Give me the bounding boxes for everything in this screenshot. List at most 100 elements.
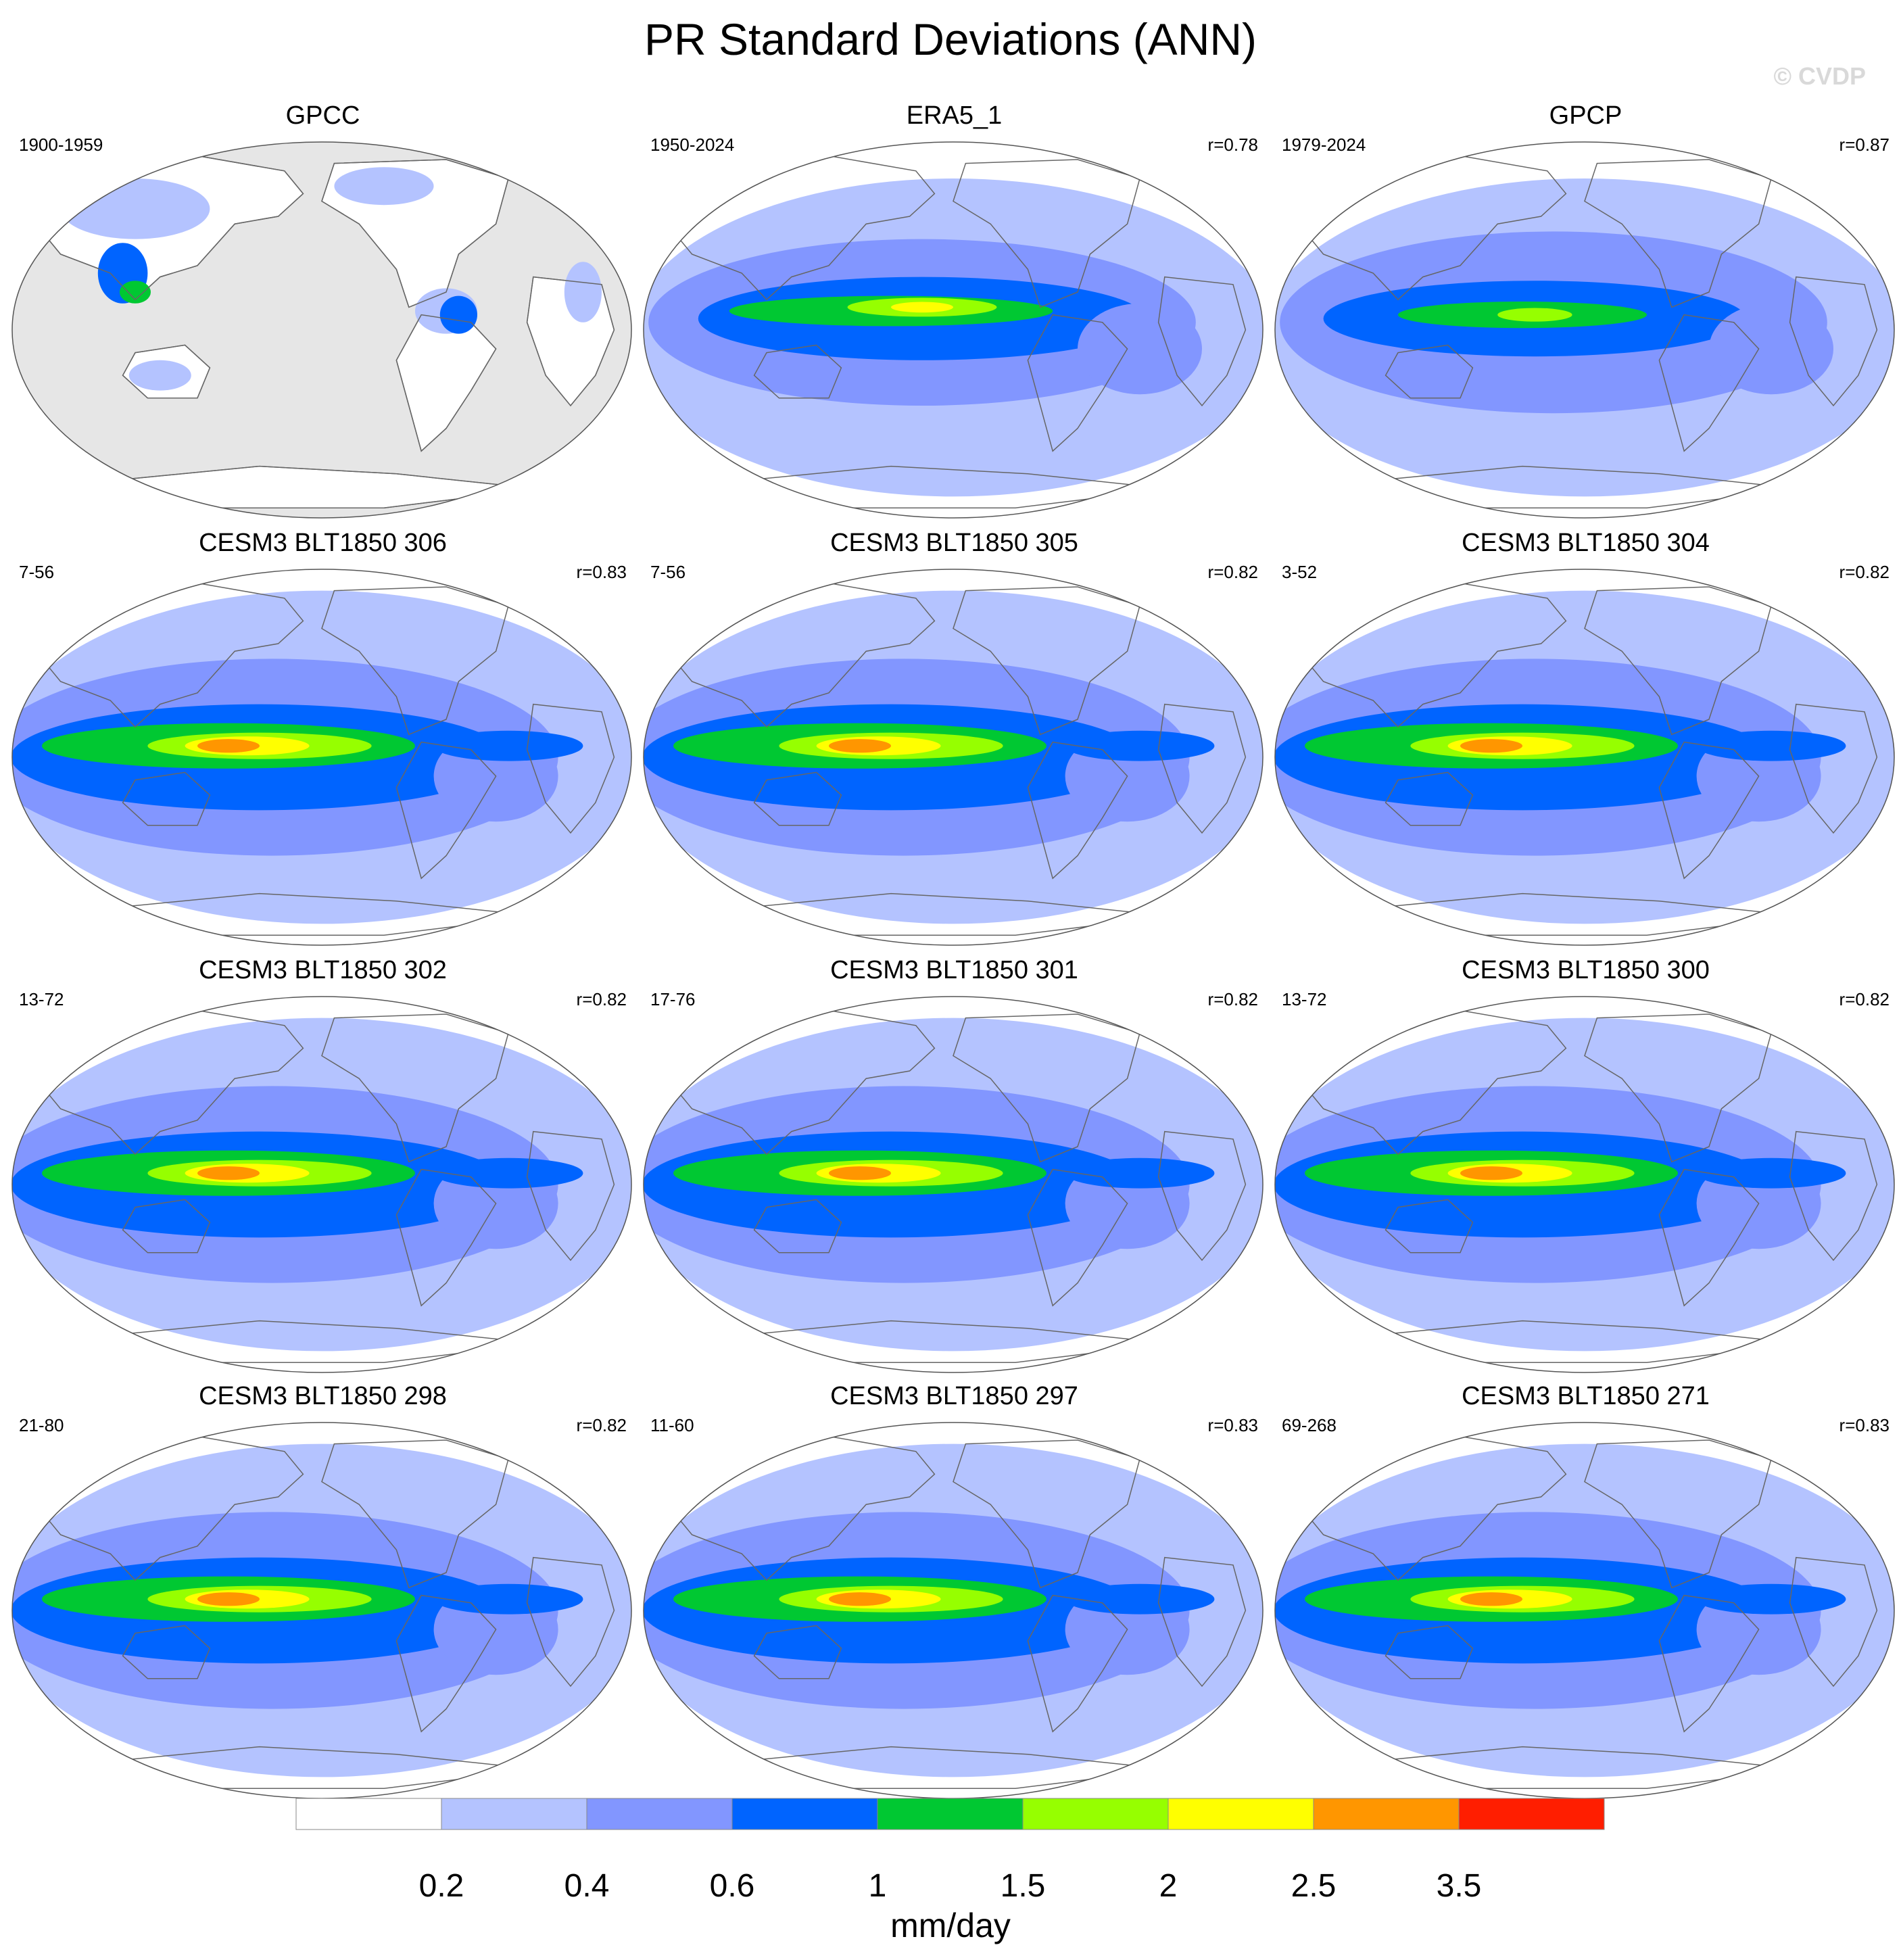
- map-border: [11, 996, 632, 1373]
- precip-patch: [439, 295, 478, 334]
- colorbar-segment: [731, 1798, 878, 1830]
- coastline-northAmerica: [1584, 1013, 1772, 1163]
- map-panel: CESM3 BLT1850 297 11-60 r=0.83: [638, 1381, 1270, 1807]
- coastline-australia: [753, 771, 842, 826]
- panel-title: GPCC: [285, 101, 360, 130]
- precip-contour-band: [1065, 730, 1215, 761]
- precip-contour-band: [197, 1166, 260, 1180]
- map-panel: CESM3 BLT1850 304 3-52 r=0.82: [1270, 527, 1901, 953]
- panel-correlation: r=0.83: [1207, 1415, 1258, 1435]
- coastline-northAmerica: [1584, 1439, 1772, 1589]
- map-border: [1274, 569, 1895, 946]
- robinson-map: [643, 141, 1264, 519]
- panel-period: 21-80: [19, 1415, 64, 1435]
- coastline-northAmerica: [321, 586, 509, 736]
- precip-contour-band: [891, 302, 953, 313]
- panel-correlation: r=0.82: [1839, 562, 1890, 582]
- coastline-northAmerica: [953, 1013, 1140, 1163]
- panel-title: CESM3 BLT1850 297: [830, 1382, 1078, 1410]
- panel-correlation: r=0.82: [1839, 989, 1890, 1009]
- colorbar-segment: [1022, 1798, 1169, 1830]
- robinson-map: [11, 141, 632, 519]
- coastline-africa: [526, 276, 615, 407]
- panel-period: 1900-1959: [19, 135, 103, 155]
- coastline-southAmerica: [1027, 1594, 1128, 1733]
- robinson-map: [643, 996, 1264, 1373]
- coastline-australia: [1385, 344, 1474, 399]
- panel-title: CESM3 BLT1850 271: [1462, 1382, 1710, 1410]
- coastline-africa: [1789, 1130, 1878, 1262]
- panel-period: 13-72: [19, 989, 64, 1009]
- figure-title: PR Standard Deviations (ANN): [644, 14, 1257, 64]
- precip-contour-band: [1696, 730, 1846, 761]
- map-panel: CESM3 BLT1850 302 13-72 r=0.82: [7, 955, 639, 1381]
- colorbar-tick-label: 2: [1159, 1868, 1178, 1904]
- coastline-southAmerica: [1658, 314, 1760, 452]
- precip-contour-band: [433, 1583, 583, 1615]
- coastline-australia: [122, 344, 211, 399]
- map-border: [1274, 141, 1895, 519]
- panel-correlation: r=0.82: [1207, 562, 1258, 582]
- coastline-africa: [1789, 703, 1878, 834]
- cvdp-watermark: © CVDP: [1773, 62, 1866, 90]
- map-panel: CESM3 BLT1850 271 69-268 r=0.83: [1270, 1381, 1901, 1807]
- coastline-southAmerica: [1658, 1168, 1760, 1307]
- map-panel: CESM3 BLT1850 300 13-72 r=0.82: [1270, 955, 1901, 1381]
- map-panel: GPCP 1979-2024 r=0.87: [1270, 100, 1901, 526]
- coastline-southAmerica: [395, 1168, 497, 1307]
- colorbar-segment: [586, 1798, 733, 1830]
- coastline-northAmerica: [953, 586, 1140, 736]
- robinson-map: [643, 569, 1264, 946]
- colorbar-tick-label: 3.5: [1436, 1868, 1482, 1904]
- panel-title: CESM3 BLT1850 302: [199, 956, 447, 984]
- precip-contour-band: [1696, 1157, 1846, 1189]
- coastline-africa: [1157, 276, 1247, 407]
- precip-patch: [120, 281, 151, 304]
- precip-contour-band: [1696, 1583, 1846, 1615]
- coastline-australia: [122, 771, 211, 826]
- coastline-northAmerica: [321, 1439, 509, 1589]
- coastline-southAmerica: [1027, 314, 1128, 452]
- coastline-africa: [1789, 276, 1878, 407]
- coastline-southAmerica: [1658, 741, 1760, 880]
- coastline-africa: [526, 1556, 615, 1688]
- panel-title: CESM3 BLT1850 305: [830, 529, 1078, 557]
- precip-contour-band: [1460, 739, 1522, 753]
- robinson-map: [11, 996, 632, 1373]
- colorbar-tick-label: 0.4: [564, 1868, 610, 1904]
- map-border: [1274, 996, 1895, 1373]
- coastline-northAmerica: [953, 159, 1140, 308]
- coastline-northAmerica: [321, 1013, 509, 1163]
- coastline-africa: [526, 1130, 615, 1262]
- precip-contour-band: [1078, 303, 1202, 395]
- robinson-map: [1274, 569, 1895, 946]
- panel-title: CESM3 BLT1850 298: [199, 1382, 447, 1410]
- robinson-map: [11, 1422, 632, 1799]
- panel-period: 13-72: [1282, 989, 1327, 1009]
- coastline-africa: [1157, 1556, 1247, 1688]
- panel-correlation: r=0.83: [576, 562, 627, 582]
- coastline-africa: [1157, 1130, 1247, 1262]
- coastline-africa: [526, 703, 615, 834]
- precip-patch: [128, 360, 191, 391]
- robinson-map: [643, 1422, 1264, 1799]
- coastline-southAmerica: [1027, 1168, 1128, 1307]
- coastline-africa: [1157, 703, 1247, 834]
- panel-correlation: r=0.83: [1839, 1415, 1890, 1435]
- robinson-map: [1274, 141, 1895, 519]
- colorbar-tick-label: 0.2: [418, 1868, 464, 1904]
- precip-contour-band: [1065, 1583, 1215, 1615]
- colorbar-tick-label: 2.5: [1291, 1868, 1337, 1904]
- robinson-map: [11, 569, 632, 946]
- map-border: [643, 996, 1264, 1373]
- map-panel: ERA5_1 1950-2024 r=0.78: [638, 100, 1270, 526]
- robinson-map: [1274, 1422, 1895, 1799]
- coastline-southAmerica: [395, 314, 497, 452]
- panel-correlation: r=0.82: [576, 1415, 627, 1435]
- colorbar-segment: [295, 1798, 442, 1830]
- panel-title: CESM3 BLT1850 301: [830, 956, 1078, 984]
- precip-patch: [334, 167, 434, 206]
- map-panel: CESM3 BLT1850 298 21-80 r=0.82: [7, 1381, 639, 1807]
- colorbar-segment: [1168, 1798, 1314, 1830]
- precip-contour-band: [1460, 1592, 1522, 1606]
